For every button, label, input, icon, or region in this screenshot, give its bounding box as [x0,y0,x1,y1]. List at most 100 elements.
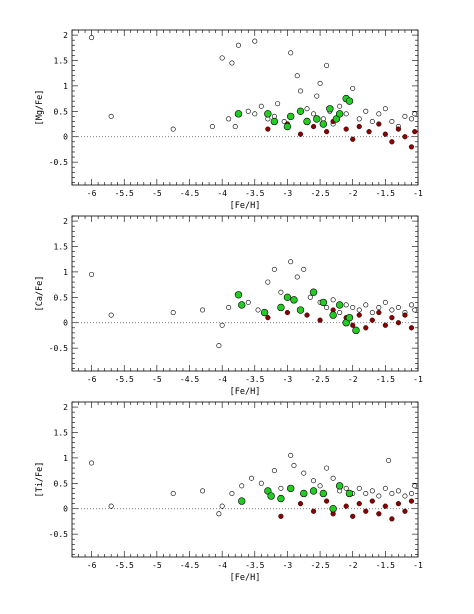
x-tick-label: -5.5 [115,375,134,384]
data-point [356,501,362,507]
data-point [408,490,414,496]
data-point [376,511,382,517]
data-point [270,117,279,126]
data-point [408,325,415,331]
data-point [314,93,320,99]
data-point [288,259,294,265]
data-point [300,489,308,498]
data-point [363,508,369,514]
data-point [317,483,323,489]
y-tick-label: 1 [63,268,68,277]
x-tick-label: -3.5 [245,189,264,198]
data-point [345,97,354,105]
data-point [264,110,272,118]
data-point [297,88,303,94]
data-point [232,124,238,130]
data-point [363,108,369,114]
x-tick-label: -5.5 [115,189,134,198]
data-point [369,118,375,124]
data-point [319,298,328,307]
plot-frame [71,29,419,186]
x-tick-label: -1 [413,189,423,198]
y-tick-label: 0 [63,133,68,142]
data-point [395,126,402,132]
data-point [343,503,349,509]
data-point [376,304,382,310]
x-tick-label: -6 [87,561,97,570]
data-point [395,304,401,310]
data-point [239,483,245,489]
x-tick-label: -2 [348,561,358,570]
data-point [350,322,356,328]
x-tick-label: -4.5 [180,189,199,198]
data-point [382,131,388,137]
x-tick-label: -3 [283,375,293,384]
data-point [265,315,271,321]
data-point [343,302,349,308]
data-point [369,488,375,494]
data-point [408,498,415,504]
data-point [330,297,336,303]
data-point [319,120,328,128]
x-tick-label: -2 [348,375,358,384]
y-tick-label: -0.5 [49,530,68,539]
data-point [356,485,362,491]
data-point [337,310,343,316]
data-point [271,468,277,474]
data-point [170,490,176,496]
data-point [238,497,246,505]
data-point [317,80,323,86]
x-tick-label: -1.5 [376,561,395,570]
data-point [216,343,222,349]
y-tick-label: 0.5 [54,107,69,116]
data-point [294,73,300,79]
data-point [297,501,304,507]
x-tick-label: -1 [413,375,423,384]
data-point [209,124,215,130]
data-point [408,144,415,150]
data-point [296,306,305,314]
y-axis-label: [Mg/Fe] [35,90,45,126]
data-point [402,508,408,514]
data-point [283,293,292,302]
data-point [356,312,362,318]
data-point [310,123,317,130]
data-point [89,460,95,466]
data-point [345,489,354,498]
data-point [330,475,336,481]
data-point [260,308,269,317]
y-tick-label: 1 [63,454,68,463]
data-point [376,111,382,117]
y-tick-label: 0.5 [54,293,69,302]
data-point [350,85,356,91]
data-point [369,310,375,316]
x-axis-label: [Fe/H] [230,573,261,583]
x-tick-label: -2 [348,189,358,198]
data-point [288,452,294,458]
data-point [271,266,277,272]
data-point [412,111,418,117]
data-point [252,38,258,44]
data-point [252,111,258,117]
data-point [303,117,311,126]
data-point [304,312,310,318]
x-tick-label: -1.5 [376,375,395,384]
data-point [267,492,275,500]
data-point [382,503,388,509]
x-tick-label: -5 [152,189,162,198]
data-point [245,299,251,305]
data-point [395,488,401,494]
data-point [108,312,114,318]
data-point [311,111,317,117]
data-point [238,301,246,309]
data-point [255,307,261,313]
data-point [234,291,243,299]
data-point [309,487,318,495]
data-point [389,315,395,321]
data-point [376,121,382,127]
data-point [366,129,372,135]
data-point [329,311,337,319]
data-point [294,274,300,280]
x-tick-label: -6 [87,189,97,198]
